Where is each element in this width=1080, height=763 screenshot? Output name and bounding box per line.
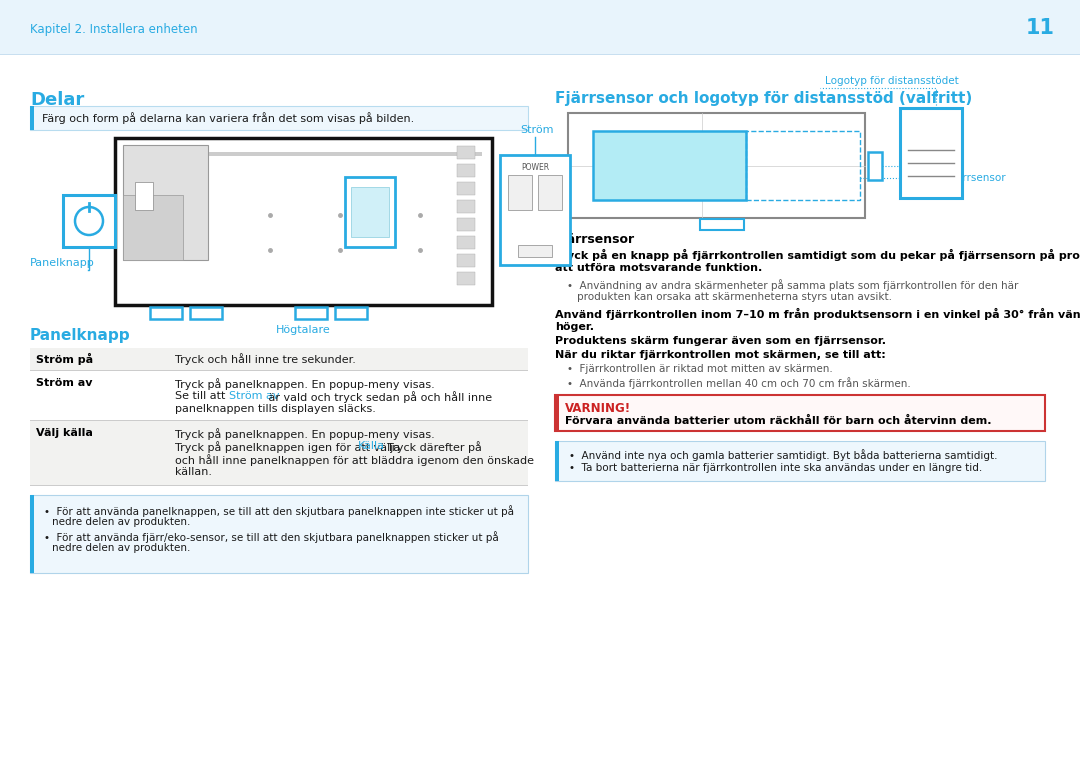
Text: Förvara använda batterier utom räckhåll för barn och återvinn dem.: Förvara använda batterier utom räckhåll …	[565, 416, 991, 426]
Bar	[500, 155, 570, 265]
Text: POWER: POWER	[521, 163, 549, 172]
Text: Panelknapp: Panelknapp	[30, 328, 131, 343]
Bar	[555, 395, 559, 431]
Text: Välj källa: Välj källa	[36, 428, 93, 438]
Text: källan.: källan.	[175, 467, 212, 477]
Text: och håll inne panelknappen för att bläddra igenom den önskade: och håll inne panelknappen för att blädd…	[175, 454, 534, 466]
Text: Färg och form på delarna kan variera från det som visas på bilden.: Färg och form på delarna kan variera frå…	[42, 112, 415, 124]
Text: •  För att använda fjärr/eko-sensor, se till att den skjutbara panelknappen stic: • För att använda fjärr/eko-sensor, se t…	[44, 531, 499, 543]
Bar	[123, 145, 208, 260]
Text: Kapitel 2. Installera enheten: Kapitel 2. Installera enheten	[30, 24, 198, 37]
Bar	[30, 420, 528, 485]
Text: •  Användning av andra skärmenheter på samma plats som fjärrkontrollen för den h: • Användning av andra skärmenheter på sa…	[567, 279, 1018, 291]
Bar	[457, 218, 475, 231]
Text: När du riktar fjärrkontrollen mot skärmen, se till att:: När du riktar fjärrkontrollen mot skärme…	[555, 350, 886, 360]
Bar	[568, 113, 865, 218]
Bar	[868, 152, 882, 180]
Text: Högtalare: Högtalare	[275, 325, 330, 335]
Text: Ström: Ström	[519, 125, 554, 135]
Text: VARNING!: VARNING!	[565, 402, 631, 415]
Text: •  För att använda panelknappen, se till att den skjutbara panelknappen inte sti: • För att använda panelknappen, se till …	[44, 505, 514, 517]
Text: Logotyp för distansstödet: Logotyp för distansstödet	[825, 76, 959, 86]
Bar	[351, 187, 389, 237]
Text: Ström av: Ström av	[229, 391, 280, 401]
Text: nedre delen av produkten.: nedre delen av produkten.	[52, 543, 190, 553]
Text: Ström på: Ström på	[36, 353, 93, 365]
Text: att utföra motsvarande funktion.: att utföra motsvarande funktion.	[555, 263, 762, 273]
Bar	[335, 307, 367, 319]
Bar	[457, 182, 475, 195]
Text: nedre delen av produkten.: nedre delen av produkten.	[52, 517, 190, 527]
Bar	[457, 236, 475, 249]
Text: Källa: Källa	[357, 441, 384, 451]
Text: höger.: höger.	[555, 322, 594, 332]
Text: Panelknapp: Panelknapp	[30, 258, 95, 268]
Bar	[593, 131, 746, 200]
Bar	[457, 146, 475, 159]
Bar	[30, 348, 528, 349]
Bar	[125, 152, 482, 156]
Text: •  Fjärrkontrollen är riktad mot mitten av skärmen.: • Fjärrkontrollen är riktad mot mitten a…	[567, 364, 833, 374]
Text: Tryck på panelknappen. En popup-meny visas.: Tryck på panelknappen. En popup-meny vis…	[175, 428, 435, 440]
Text: Tryck på panelknappen. En popup-meny visas.: Tryck på panelknappen. En popup-meny vis…	[175, 378, 435, 390]
Bar	[518, 245, 552, 257]
Bar	[0, 0, 1080, 55]
Bar	[457, 272, 475, 285]
Text: Fjärrsensor: Fjärrsensor	[555, 233, 635, 246]
Bar	[295, 307, 327, 319]
Bar	[150, 307, 183, 319]
Text: 11: 11	[1026, 18, 1055, 38]
Text: . Tryck därefter på: . Tryck därefter på	[380, 441, 482, 453]
Text: •  Använda fjärrkontrollen mellan 40 cm och 70 cm från skärmen.: • Använda fjärrkontrollen mellan 40 cm o…	[567, 377, 910, 389]
Bar	[0, 54, 1080, 55]
Bar	[457, 254, 475, 267]
Bar	[30, 495, 528, 573]
Bar	[165, 158, 185, 168]
Text: Tryck på en knapp på fjärrkontrollen samtidigt som du pekar på fjärrsensorn på p: Tryck på en knapp på fjärrkontrollen sam…	[555, 249, 1080, 261]
Text: Produktens skärm fungerar även som en fjärrsensor.: Produktens skärm fungerar även som en fj…	[555, 336, 886, 346]
Text: Fjärrsensor: Fjärrsensor	[947, 173, 1005, 183]
Bar	[30, 370, 528, 420]
Text: Fjärrsensor och logotyp för distansstöd (valfritt): Fjärrsensor och logotyp för distansstöd …	[555, 91, 972, 106]
Text: Delar: Delar	[30, 91, 84, 109]
Bar	[508, 175, 532, 210]
Bar	[457, 164, 475, 177]
Text: •  Använd inte nya och gamla batterier samtidigt. Byt båda batterierna samtidigt: • Använd inte nya och gamla batterier sa…	[569, 449, 998, 461]
Bar	[140, 158, 160, 168]
Text: är vald och tryck sedan på och håll inne: är vald och tryck sedan på och håll inne	[265, 391, 492, 403]
Bar	[30, 348, 528, 370]
Text: Se till att: Se till att	[175, 391, 229, 401]
Bar	[114, 138, 492, 305]
Bar	[701, 219, 744, 230]
Bar	[555, 395, 1045, 431]
Bar	[555, 441, 1045, 481]
Text: panelknappen tills displayen släcks.: panelknappen tills displayen släcks.	[175, 404, 376, 414]
Bar	[190, 307, 222, 319]
Text: Ström av: Ström av	[36, 378, 93, 388]
Text: Tryck och håll inne tre sekunder.: Tryck och håll inne tre sekunder.	[175, 353, 356, 365]
Bar	[746, 131, 860, 200]
Text: Använd fjärrkontrollen inom 7–10 m från produktsensorn i en vinkel på 30° från v: Använd fjärrkontrollen inom 7–10 m från …	[555, 308, 1080, 320]
Bar	[30, 106, 33, 130]
Bar	[63, 195, 114, 247]
Bar	[30, 495, 33, 573]
Text: •  Ta bort batterierna när fjärrkontrollen inte ska användas under en längre tid: • Ta bort batterierna när fjärrkontrolle…	[569, 463, 982, 473]
Bar	[135, 182, 153, 210]
Text: produkten kan orsaka att skärmenheterna styrs utan avsikt.: produkten kan orsaka att skärmenheterna …	[577, 292, 892, 302]
Bar	[30, 106, 528, 130]
Bar	[555, 441, 558, 481]
Bar	[457, 200, 475, 213]
Bar	[900, 108, 962, 198]
Bar	[538, 175, 562, 210]
Bar	[345, 177, 395, 247]
Bar	[123, 195, 183, 260]
Text: Tryck på panelknappen igen för att välja: Tryck på panelknappen igen för att välja	[175, 441, 404, 453]
